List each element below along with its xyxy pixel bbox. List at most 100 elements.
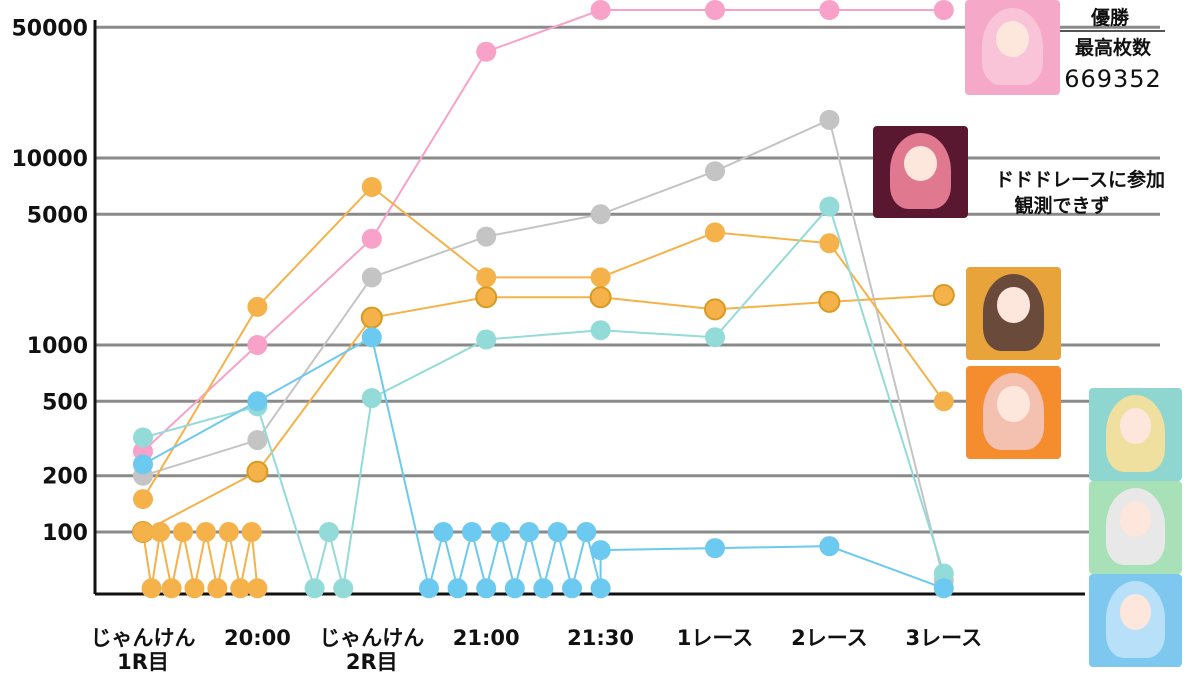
series-1-point-2 bbox=[361, 267, 382, 288]
series-5-point-12 bbox=[547, 522, 568, 542]
x-tick-label-2: じゃんけん bbox=[319, 626, 424, 650]
max-count-value: 669352 bbox=[1064, 65, 1162, 93]
series-5-point-1 bbox=[247, 391, 268, 412]
series-4-point-0 bbox=[133, 427, 153, 448]
avatar-blue-hair bbox=[1089, 574, 1182, 667]
portrait-face bbox=[997, 386, 1030, 422]
portrait-face bbox=[1119, 594, 1152, 630]
series-line-2 bbox=[142, 185, 945, 500]
series-5-point-13 bbox=[562, 578, 582, 599]
series-5-point-7 bbox=[476, 578, 497, 599]
y-tick-label-3: 1000 bbox=[27, 334, 88, 359]
annotations: 優勝 最高枚数 669352 ドドドレースに参加 観測できず bbox=[995, 6, 1165, 217]
avatar-dark-red-hair bbox=[873, 126, 968, 218]
avatar-silver-hair bbox=[1089, 481, 1182, 574]
series-0-point-2 bbox=[361, 228, 382, 249]
series-4-point-5 bbox=[361, 388, 382, 409]
series-5-point-11 bbox=[533, 578, 554, 599]
series-4-point-10 bbox=[933, 563, 954, 584]
series-4-point-8 bbox=[705, 327, 725, 348]
series-3-point-6 bbox=[818, 290, 841, 313]
series-6-point-0 bbox=[133, 522, 153, 542]
series-3-point-3 bbox=[475, 286, 498, 309]
series-2-point-5 bbox=[705, 222, 725, 243]
avatar-brown-hair bbox=[966, 267, 1061, 360]
note-line-2: 観測できず bbox=[1014, 194, 1109, 217]
series-6-point-3 bbox=[161, 578, 182, 599]
series-5-point-4 bbox=[433, 522, 454, 542]
series-3-point-5 bbox=[704, 298, 726, 321]
series-5-point-3 bbox=[419, 578, 439, 599]
portrait-face bbox=[1119, 501, 1152, 537]
winner-label: 優勝 bbox=[1090, 6, 1130, 29]
y-tick-label-4: 5000 bbox=[27, 203, 88, 228]
y-tick-labels: 10020050010005000100005000010万50万 bbox=[11, 16, 88, 546]
series-4-point-3 bbox=[318, 522, 339, 542]
grid-lines bbox=[95, 25, 1160, 534]
series-6-point-9 bbox=[230, 578, 251, 599]
series-6-point-11 bbox=[247, 578, 268, 599]
x-tick-label-7: 3レース bbox=[906, 626, 983, 650]
series-5-point-10 bbox=[519, 522, 540, 542]
avatar-blonde-pink-hair bbox=[966, 366, 1061, 459]
series-3-point-1 bbox=[246, 460, 269, 483]
x-tick-label-6: 2レース bbox=[791, 626, 868, 650]
y-tick-label-5: 10000 bbox=[11, 147, 88, 172]
series-6-point-6 bbox=[195, 522, 216, 542]
series-6-point-10 bbox=[241, 522, 262, 542]
series-2-point-0 bbox=[133, 489, 153, 510]
series-0-point-6 bbox=[819, 0, 840, 20]
series-1-point-5 bbox=[705, 161, 725, 182]
series-5-point-15 bbox=[590, 578, 611, 599]
y-tick-label-1: 200 bbox=[42, 465, 88, 490]
series-5-point-9 bbox=[504, 578, 525, 599]
series-5-point-6 bbox=[461, 522, 482, 542]
series-6-point-5 bbox=[184, 578, 205, 599]
series-4-point-6 bbox=[476, 329, 497, 350]
x-tick-label-2-line2: 2R目 bbox=[346, 650, 398, 674]
series-line-1 bbox=[142, 118, 945, 581]
series-2-point-6 bbox=[819, 233, 840, 254]
series-0-point-5 bbox=[705, 0, 725, 20]
x-tick-label-0-line2: 1R目 bbox=[117, 650, 169, 674]
series-0-point-3 bbox=[476, 41, 497, 62]
series-6-point-8 bbox=[218, 522, 239, 542]
series-5-point-8 bbox=[490, 522, 511, 542]
series-5-point-5 bbox=[447, 578, 468, 599]
series-0-point-7 bbox=[933, 0, 954, 20]
y-tick-label-0: 100 bbox=[42, 521, 88, 546]
series-5-point-2 bbox=[361, 327, 382, 348]
series-4-point-4 bbox=[333, 578, 354, 599]
series-5-point-14 bbox=[576, 522, 597, 542]
series-1-point-1 bbox=[247, 430, 268, 451]
series-3-point-2 bbox=[360, 306, 383, 329]
series-5-point-18 bbox=[819, 536, 840, 557]
series-6-point-7 bbox=[207, 578, 228, 599]
series-1-point-6 bbox=[819, 109, 840, 130]
series-6-point-2 bbox=[150, 522, 171, 542]
series-4-point-7 bbox=[590, 320, 611, 341]
x-tick-label-0: じゃんけん bbox=[91, 626, 196, 650]
max-count-label: 最高枚数 bbox=[1075, 36, 1152, 59]
series-3-point-4 bbox=[589, 286, 612, 309]
series-5-point-19 bbox=[933, 578, 954, 599]
series-1-point-4 bbox=[590, 204, 611, 225]
series-0-point-1 bbox=[247, 335, 268, 355]
series-5-point-17 bbox=[705, 538, 725, 559]
series-2-point-1 bbox=[247, 296, 268, 317]
x-tick-label-4: 21:30 bbox=[567, 626, 634, 650]
series-4-point-2 bbox=[304, 578, 325, 599]
portrait-face bbox=[996, 20, 1029, 57]
series-lines bbox=[142, 9, 945, 592]
series-line-3 bbox=[142, 294, 944, 533]
series-1-point-3 bbox=[476, 226, 497, 247]
note-line-1: ドドドレースに参加 bbox=[995, 168, 1165, 191]
portrait-face bbox=[997, 287, 1030, 323]
series-3-point-7 bbox=[932, 284, 955, 307]
axes bbox=[93, 20, 1085, 596]
series-6-point-1 bbox=[141, 578, 162, 599]
series-2-point-4 bbox=[590, 267, 611, 288]
series-2-point-7 bbox=[933, 391, 954, 412]
